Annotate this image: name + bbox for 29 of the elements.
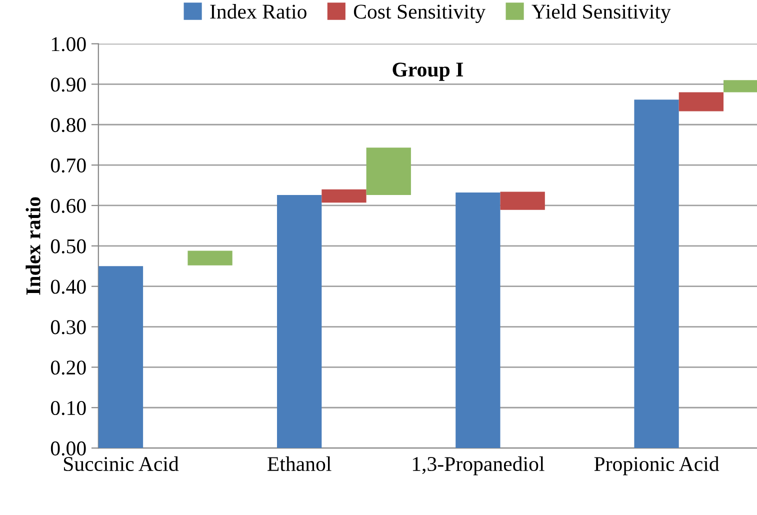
- x-tick-label: Propionic Acid: [594, 456, 720, 476]
- legend-label: Cost Sensitivity: [354, 4, 486, 24]
- y-tick-label: 0.30: [50, 320, 86, 334]
- y-axis-title: Index ratio: [26, 197, 40, 295]
- bar: [98, 266, 144, 448]
- y-tick-label: 1.00: [52, 37, 86, 52]
- x-tick-label: Ethanol: [268, 456, 332, 472]
- bar: [277, 194, 322, 448]
- bar: [500, 192, 545, 210]
- bar: [634, 100, 679, 448]
- y-tick-label: 0.10: [50, 400, 86, 416]
- y-tick-label: 0.90: [50, 78, 86, 92]
- bar: [322, 189, 366, 203]
- legend-label: Yield Sensitivity: [532, 4, 671, 24]
- y-tick-label: 0.80: [50, 118, 86, 132]
- y-tick-label: 0.70: [50, 158, 86, 173]
- y-tick-label: 0.00: [50, 441, 86, 456]
- y-tick-label: 0.20: [50, 360, 86, 375]
- bar: [366, 148, 411, 195]
- y-tick-label: 0.40: [50, 280, 86, 294]
- x-tick-label: 1,3-Propanediol: [412, 456, 544, 476]
- text: Group I: [392, 62, 463, 81]
- bar: [678, 92, 724, 112]
- bar: [188, 250, 232, 266]
- y-tick-label: 0.60: [50, 198, 86, 214]
- y-tick-label: 0.50: [50, 239, 86, 254]
- bar: [456, 192, 500, 448]
- x-tick-label: Succinic Acid: [64, 456, 179, 472]
- legend-label: Index Ratio: [210, 4, 306, 19]
